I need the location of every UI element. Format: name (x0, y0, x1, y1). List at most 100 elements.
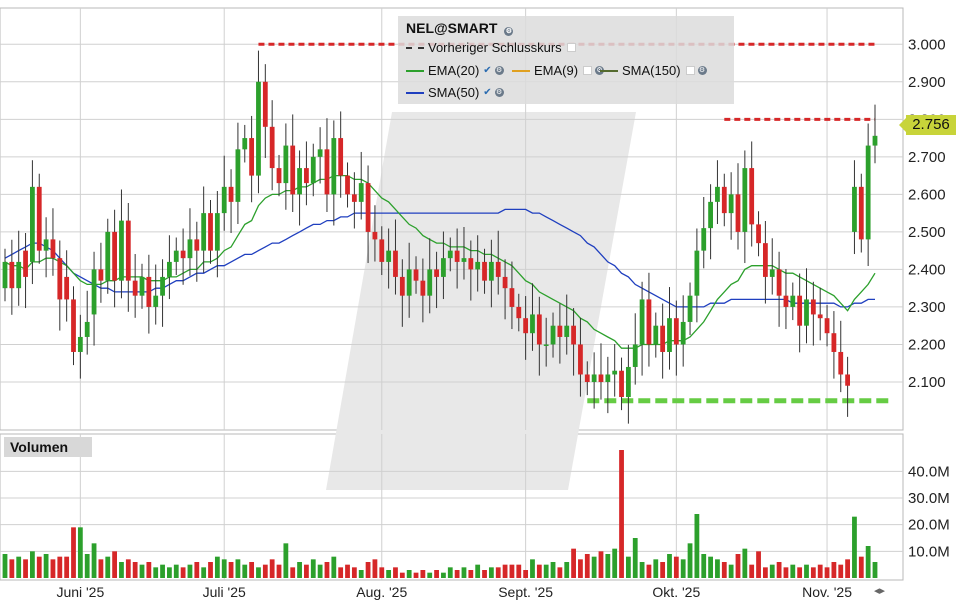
volume-bar (701, 554, 707, 578)
volume-bar (468, 570, 474, 578)
candle-body (783, 295, 789, 307)
volume-bar (290, 567, 296, 578)
volume-bar (769, 564, 775, 578)
volume-bar (214, 556, 220, 578)
candle-body (461, 258, 467, 262)
volume-bar (221, 559, 227, 578)
volume-bar (543, 564, 549, 578)
candle-body (715, 186, 720, 202)
volume-bar (132, 562, 138, 578)
symbol-label: NEL@SMART (406, 20, 498, 36)
volume-bar (872, 562, 878, 578)
volume-bar (91, 543, 97, 578)
candle-body (187, 239, 193, 259)
volume-bar (297, 562, 302, 578)
volume-bar (242, 564, 248, 578)
volume-bar (824, 567, 830, 578)
candle-body (810, 299, 816, 315)
volume-bar (153, 567, 159, 578)
candle-body (858, 186, 864, 240)
y-tick-label: 2.400 (908, 261, 946, 278)
candle-body (708, 201, 713, 229)
candle-body (290, 145, 296, 195)
candle-body (235, 149, 241, 202)
x-tick-label: Okt. '25 (652, 584, 700, 600)
volume-bar (865, 546, 871, 578)
volume-bar (98, 559, 104, 578)
checkmark-icon[interactable]: ✔ (483, 65, 492, 76)
settings-icon[interactable]: ⚙ (504, 27, 514, 36)
volume-bar (331, 556, 337, 578)
candle-body (9, 261, 15, 289)
candle-body (824, 318, 830, 334)
volume-bar (173, 564, 179, 578)
volume-bar (2, 554, 8, 578)
settings-icon[interactable]: ⚙ (595, 66, 605, 75)
volume-bar (283, 543, 289, 578)
volume-bar (434, 570, 439, 578)
candle-body (262, 81, 268, 127)
toggle-checkbox[interactable] (685, 66, 695, 75)
x-tick-label: Juli '25 (203, 584, 246, 600)
candle-body (584, 374, 590, 382)
volume-bar (187, 564, 193, 578)
volume-bar (201, 567, 207, 578)
toggle-checkbox[interactable] (583, 66, 593, 75)
volume-bar (687, 543, 693, 578)
volume-bar (160, 564, 165, 578)
candle-body (372, 231, 378, 240)
scroll-right-icon[interactable]: ◂▸ (874, 585, 886, 597)
y-tick-label: 2.700 (908, 149, 946, 166)
candle-body (865, 145, 871, 240)
volume-bar (516, 564, 522, 578)
toggle-checkbox[interactable] (566, 43, 576, 52)
candle-body (338, 138, 344, 176)
volume-tick-label: 20.0M (908, 517, 950, 534)
candle-body (728, 194, 734, 214)
volume-bar (249, 562, 255, 578)
volume-bar (810, 567, 816, 578)
volume-panel-title: Volumen (4, 437, 92, 457)
checkmark-icon[interactable]: ✔ (483, 87, 492, 98)
volume-bar (351, 567, 357, 578)
volume-bar (317, 564, 323, 578)
candle-body (379, 239, 385, 262)
candle-body (43, 239, 49, 251)
candle-body (872, 135, 878, 146)
volume-bar (112, 551, 118, 578)
volume-bar (735, 554, 741, 578)
x-tick-label: Aug. '25 (356, 584, 407, 600)
y-tick-label: 2.600 (908, 186, 946, 203)
settings-icon[interactable]: ⚙ (494, 88, 504, 97)
volume-bar (345, 564, 350, 578)
candle-body (98, 269, 104, 281)
volume-bar (276, 564, 282, 578)
candle-body (701, 228, 707, 251)
settings-icon[interactable]: ⚙ (494, 66, 504, 75)
candle-body (434, 269, 439, 277)
candle-body (228, 186, 234, 202)
candle-body (358, 183, 364, 202)
volume-bar (105, 556, 111, 578)
volume-bar (632, 538, 638, 578)
candle-body (653, 325, 659, 345)
volume-bar (783, 567, 789, 578)
candle-body (160, 276, 165, 296)
candle-body (16, 261, 22, 289)
candle-body (817, 314, 823, 319)
x-tick-label: Juni '25 (56, 584, 104, 600)
candle-body (420, 280, 426, 296)
volume-bar (715, 559, 720, 578)
candle-body (605, 374, 611, 382)
candle-body (84, 321, 90, 337)
legend-ema20: EMA(20) ✔ ⚙ (406, 63, 504, 78)
candle-body (208, 213, 213, 251)
volume-bar (372, 559, 378, 578)
volume-bar (591, 556, 597, 578)
ema9-line-icon (512, 69, 530, 72)
legend-sma50-label: SMA(50) (428, 85, 480, 100)
settings-icon[interactable]: ⚙ (697, 66, 707, 75)
candle-body (173, 250, 179, 262)
candle-body (769, 269, 775, 277)
y-tick-label: 2.500 (908, 224, 946, 241)
